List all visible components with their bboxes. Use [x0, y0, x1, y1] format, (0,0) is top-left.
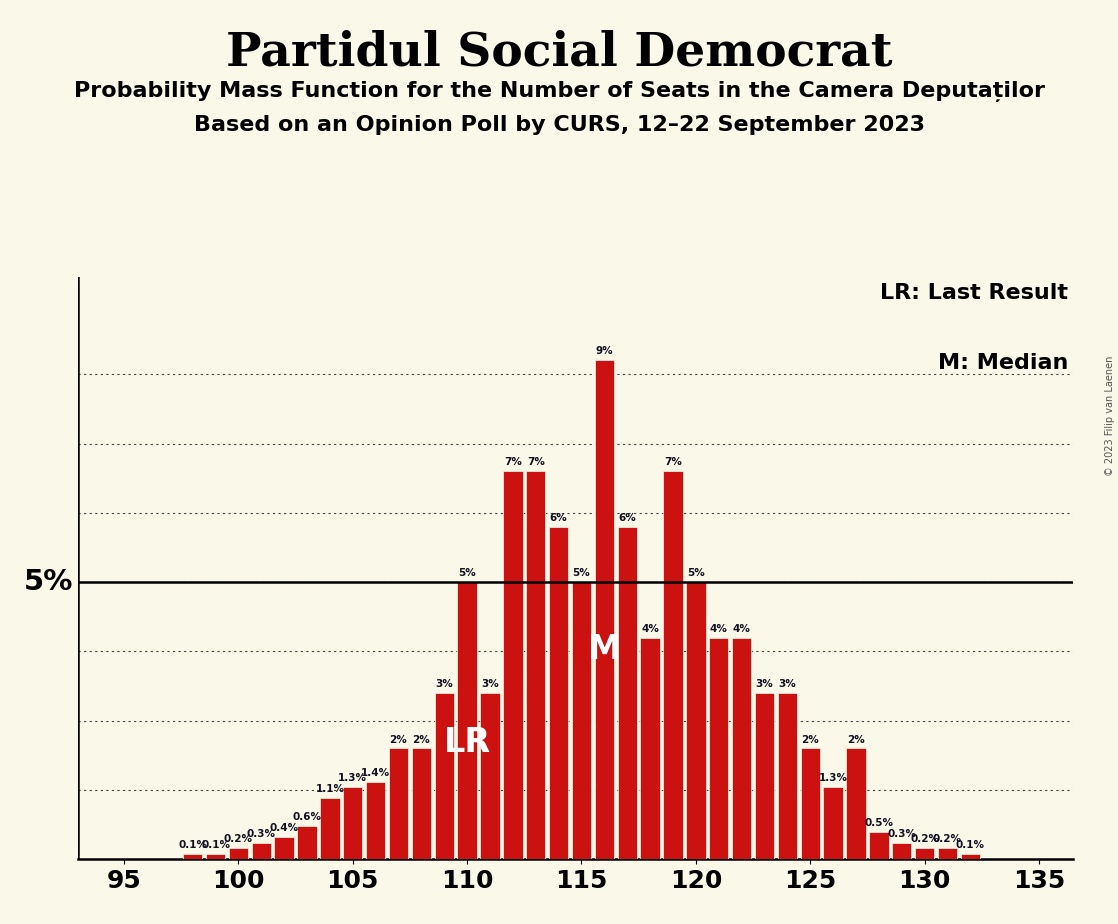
Bar — [709, 638, 729, 859]
Text: 7%: 7% — [664, 457, 682, 468]
Bar — [892, 843, 911, 859]
Text: M: M — [588, 633, 620, 666]
Text: LR: Last Result: LR: Last Result — [880, 283, 1069, 303]
Text: 0.4%: 0.4% — [269, 823, 299, 833]
Text: 0.2%: 0.2% — [934, 834, 961, 845]
Text: 2%: 2% — [802, 735, 819, 745]
Text: Probability Mass Function for the Number of Seats in the Camera Deputaților: Probability Mass Function for the Number… — [74, 81, 1044, 103]
Bar — [778, 693, 797, 859]
Bar — [343, 787, 362, 859]
Text: 1.3%: 1.3% — [339, 773, 367, 784]
Bar — [846, 748, 865, 859]
Bar — [641, 638, 660, 859]
Bar — [732, 638, 751, 859]
Text: 0.5%: 0.5% — [864, 818, 893, 828]
Bar — [435, 693, 454, 859]
Bar — [755, 693, 774, 859]
Bar — [938, 848, 957, 859]
Bar — [481, 693, 500, 859]
Text: 5%: 5% — [572, 568, 590, 578]
Text: 0.3%: 0.3% — [247, 829, 276, 839]
Text: 0.2%: 0.2% — [224, 834, 253, 845]
Bar — [320, 798, 340, 859]
Text: 0.1%: 0.1% — [201, 840, 230, 850]
Text: 2%: 2% — [413, 735, 430, 745]
Bar — [274, 837, 294, 859]
Text: 0.3%: 0.3% — [888, 829, 917, 839]
Bar — [183, 854, 202, 859]
Bar — [869, 832, 889, 859]
Text: M: Median: M: Median — [938, 353, 1069, 373]
Bar — [686, 582, 705, 859]
Text: 7%: 7% — [504, 457, 522, 468]
Bar — [595, 360, 614, 859]
Bar — [389, 748, 408, 859]
Bar — [206, 854, 225, 859]
Text: 7%: 7% — [527, 457, 544, 468]
Text: 3%: 3% — [481, 679, 499, 689]
Text: Partidul Social Democrat: Partidul Social Democrat — [226, 30, 892, 76]
Text: 5%: 5% — [23, 568, 73, 596]
Text: 6%: 6% — [618, 513, 636, 523]
Text: 5%: 5% — [686, 568, 704, 578]
Text: © 2023 Filip van Laenen: © 2023 Filip van Laenen — [1106, 356, 1115, 476]
Text: 2%: 2% — [389, 735, 407, 745]
Bar — [457, 582, 477, 859]
Text: 4%: 4% — [642, 624, 659, 634]
Text: 1.1%: 1.1% — [315, 784, 344, 795]
Text: 1.4%: 1.4% — [361, 768, 390, 778]
Bar — [617, 527, 637, 859]
Text: 0.1%: 0.1% — [178, 840, 207, 850]
Text: 0.6%: 0.6% — [293, 812, 322, 822]
Text: 6%: 6% — [550, 513, 568, 523]
Bar — [503, 471, 522, 859]
Text: 5%: 5% — [458, 568, 476, 578]
Bar — [549, 527, 568, 859]
Text: Based on an Opinion Poll by CURS, 12–22 September 2023: Based on an Opinion Poll by CURS, 12–22 … — [193, 115, 925, 135]
Text: 9%: 9% — [596, 346, 613, 357]
Text: 4%: 4% — [710, 624, 728, 634]
Bar — [297, 826, 316, 859]
Text: 1.3%: 1.3% — [818, 773, 847, 784]
Bar — [823, 787, 843, 859]
Text: LR: LR — [444, 726, 491, 760]
Bar — [663, 471, 683, 859]
Text: 2%: 2% — [847, 735, 865, 745]
Bar — [229, 848, 248, 859]
Text: 3%: 3% — [756, 679, 774, 689]
Text: 3%: 3% — [778, 679, 796, 689]
Text: 0.1%: 0.1% — [956, 840, 985, 850]
Text: 4%: 4% — [732, 624, 750, 634]
Bar — [252, 843, 271, 859]
Bar — [527, 471, 546, 859]
Bar — [571, 582, 591, 859]
Bar — [915, 848, 935, 859]
Bar — [800, 748, 819, 859]
Text: 3%: 3% — [435, 679, 453, 689]
Bar — [960, 854, 980, 859]
Text: 0.2%: 0.2% — [910, 834, 939, 845]
Bar — [366, 782, 386, 859]
Bar — [411, 748, 432, 859]
